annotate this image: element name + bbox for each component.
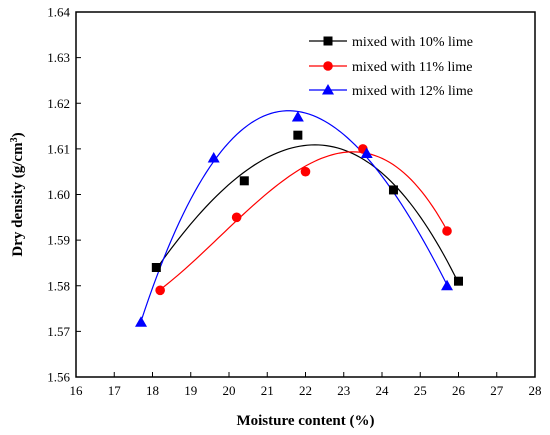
x-tick-label: 22 [299, 383, 312, 398]
data-point-s2-3 [360, 147, 373, 158]
legend-entry-12: mixed with 12% lime [309, 84, 473, 99]
y-tick-label: 1.63 [47, 50, 70, 65]
x-tick-label: 23 [337, 383, 350, 398]
data-point-s2-1 [207, 152, 220, 163]
data-point-s0-0 [151, 263, 161, 272]
x-tick-label: 24 [376, 383, 390, 398]
y-axis-ticks: 1.56 1.57 1.58 1.59 1.60 1.61 1.62 1.63 1.64 [47, 5, 81, 385]
legend-marker-12 [322, 84, 334, 95]
y-tick-label: 1.56 [47, 370, 70, 385]
legend-label-12: mixed with 12% lime [352, 84, 473, 99]
x-tick-label: 28 [529, 383, 542, 398]
x-tick-label: 25 [414, 383, 427, 398]
data-point-s1-0 [155, 285, 165, 296]
fit-curves [140, 110, 460, 322]
y-tick-label: 1.58 [47, 278, 70, 293]
data-point-s2-2 [291, 110, 304, 122]
x-tick-label: 26 [452, 383, 466, 398]
legend-label-10: mixed with 10% lime [352, 35, 473, 50]
series-curve-1 [159, 151, 448, 291]
y-tick-label: 1.57 [47, 324, 70, 339]
y-axis-title-sup: 3 [9, 137, 20, 142]
x-tick-label: 18 [146, 383, 159, 398]
legend-marker-11 [323, 61, 333, 71]
legend-entry-10: mixed with 10% lime [309, 35, 473, 50]
y-tick-label: 1.62 [47, 96, 70, 111]
data-point-s1-2 [300, 166, 311, 177]
x-tick-label: 17 [108, 383, 122, 398]
legend: mixed with 10% lime mixed with 11% lime … [309, 35, 473, 99]
legend-entry-11: mixed with 11% lime [309, 60, 472, 75]
x-tick-label: 16 [70, 383, 84, 398]
y-axis-title-main: Dry density (g/cm [10, 142, 26, 257]
data-point-s0-2 [293, 130, 303, 140]
x-tick-label: 27 [490, 383, 504, 398]
data-point-s0-3 [388, 185, 398, 195]
y-axis-title-close: ) [10, 132, 26, 137]
y-tick-label: 1.64 [47, 5, 70, 20]
series-curve-2 [140, 110, 448, 322]
y-tick-label: 1.60 [47, 187, 70, 202]
data-point-s2-0 [135, 316, 148, 327]
x-axis-title: Moisture content (%) [236, 413, 374, 429]
legend-marker-10 [323, 36, 333, 46]
y-axis-title: Dry density (g/cm3) [9, 132, 27, 256]
legend-label-11: mixed with 11% lime [352, 60, 472, 75]
data-point-s2-4 [441, 279, 454, 291]
series-curve-0 [155, 144, 460, 284]
data-markers [135, 110, 463, 327]
x-axis-ticks: 16 17 18 19 20 21 22 23 24 25 26 27 28 [70, 372, 542, 398]
y-tick-label: 1.61 [47, 141, 70, 156]
x-tick-label: 19 [184, 383, 197, 398]
data-point-s1-1 [231, 212, 242, 223]
data-point-s0-4 [454, 276, 463, 286]
x-tick-label: 21 [261, 383, 274, 398]
data-point-s0-1 [239, 176, 249, 186]
y-tick-label: 1.59 [47, 233, 70, 248]
data-point-s1-4 [442, 226, 452, 236]
x-tick-label: 20 [223, 383, 236, 398]
